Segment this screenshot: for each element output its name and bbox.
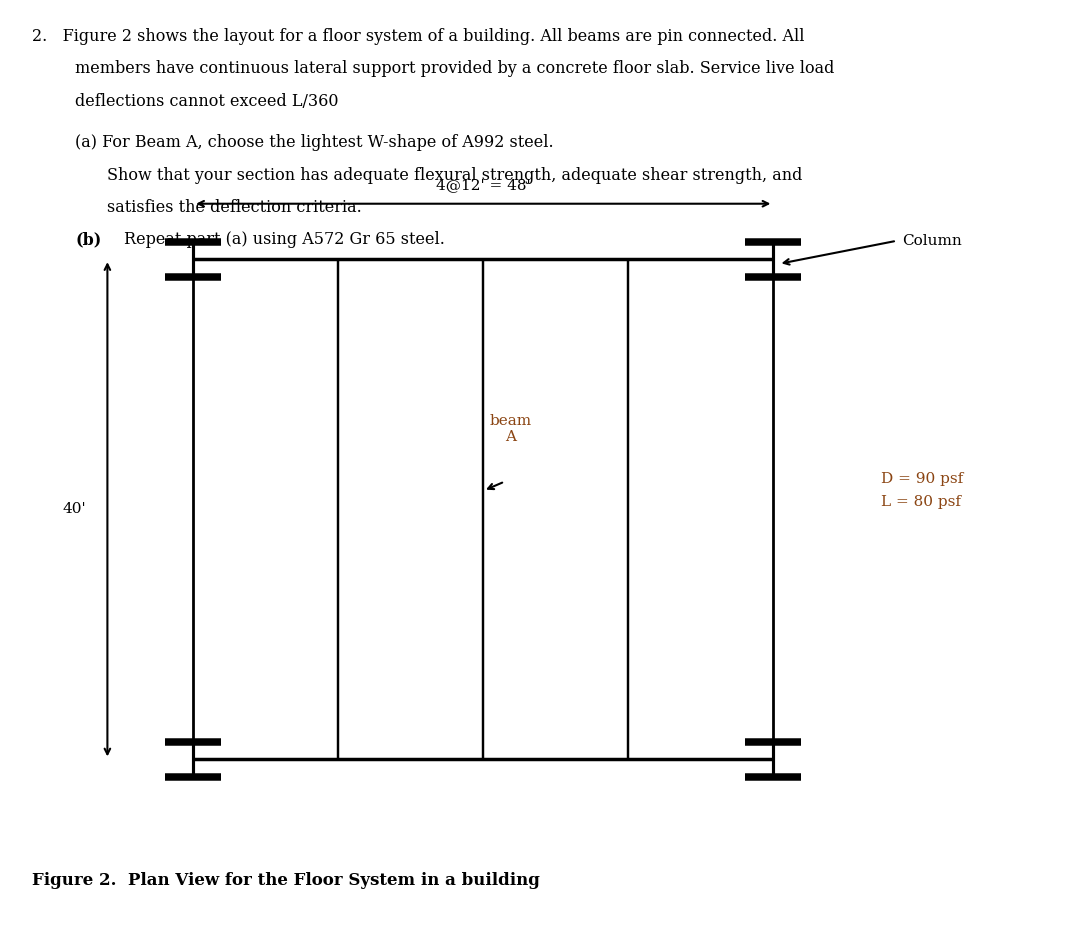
Text: 2.   Figure 2 shows the layout for a floor system of a building. All beams are p: 2. Figure 2 shows the layout for a floor… [32, 28, 804, 44]
Text: 4@12' = 48': 4@12' = 48' [436, 179, 531, 193]
Text: Column: Column [902, 233, 962, 248]
Text: (b): (b) [75, 232, 101, 248]
Text: Show that your section has adequate flexural strength, adequate shear strength, : Show that your section has adequate flex… [107, 167, 802, 183]
Text: deflections cannot exceed L/360: deflections cannot exceed L/360 [75, 93, 338, 109]
Text: Repeat part (a) using A572 Gr 65 steel.: Repeat part (a) using A572 Gr 65 steel. [124, 232, 445, 248]
Text: Figure 2.  Plan View for the Floor System in a building: Figure 2. Plan View for the Floor System… [32, 872, 540, 889]
Text: members have continuous lateral support provided by a concrete floor slab. Servi: members have continuous lateral support … [75, 60, 834, 77]
Text: satisfies the deflection criteria.: satisfies the deflection criteria. [107, 199, 362, 216]
Text: D = 90 psf
L = 80 psf: D = 90 psf L = 80 psf [881, 472, 963, 509]
Text: beam
A: beam A [489, 414, 532, 444]
Text: 40': 40' [62, 502, 86, 517]
Text: (a) For Beam A, choose the lightest W-shape of A992 steel.: (a) For Beam A, choose the lightest W-sh… [75, 134, 554, 151]
